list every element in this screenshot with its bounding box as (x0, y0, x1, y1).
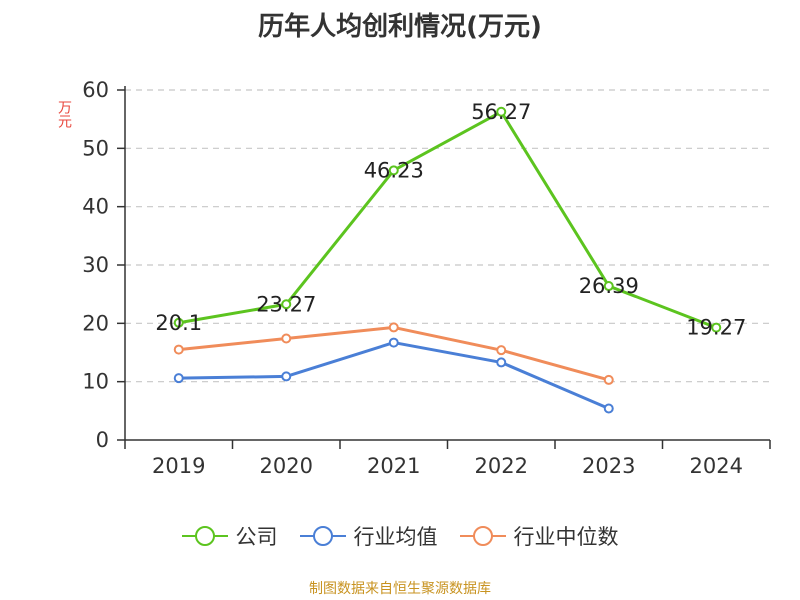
legend-label-industry-median: 行业中位数 (513, 525, 619, 549)
x-tick-label: 2023 (582, 454, 635, 478)
data-label: 26.39 (579, 274, 639, 298)
data-point-industry_avg (173, 373, 184, 384)
legend-line-marker-icon (459, 526, 506, 546)
chart-title: 历年人均创利情况(万元) (258, 12, 542, 42)
data-point-company (496, 106, 507, 117)
x-tick-label: 2024 (690, 454, 743, 478)
y-tick-label: 50 (82, 136, 109, 160)
data-source-note: 制图数据来自恒生聚源数据库 (309, 581, 491, 597)
series-line-industry_avg (178, 341, 610, 410)
y-tick-label: 10 (82, 370, 109, 394)
y-tick-label: 40 (82, 195, 109, 219)
chart-legend: 公司 行业均值 行业中位数 (0, 518, 800, 554)
data-point-company (281, 299, 292, 310)
data-point-company (711, 322, 722, 333)
data-point-industry_median (603, 374, 614, 385)
data-point-industry_avg (603, 403, 614, 414)
legend-item-industry-median[interactable]: 行业中位数 (459, 521, 619, 551)
legend-line-marker-icon (181, 526, 228, 546)
x-tick-label: 2020 (260, 454, 313, 478)
data-label: 20.1 (155, 311, 202, 335)
legend-label-industry-average: 行业均值 (353, 525, 438, 549)
data-point-company (388, 165, 399, 176)
series-line-company (178, 110, 717, 329)
y-tick-label: 0 (96, 428, 109, 452)
y-tick-label: 20 (82, 311, 109, 335)
data-label: 56.27 (471, 100, 531, 124)
y-tick-label: 30 (82, 253, 109, 277)
data-point-industry_median (388, 322, 399, 333)
data-point-industry_median (496, 345, 507, 356)
x-tick-label: 2022 (475, 454, 528, 478)
y-axis-unit-label: 万元 (56, 100, 72, 128)
data-point-company (173, 317, 184, 328)
data-label: 46.23 (364, 158, 424, 182)
data-label: 19.27 (686, 316, 746, 340)
x-tick-label: 2019 (152, 454, 205, 478)
data-label: 23.27 (256, 292, 316, 316)
data-point-company (603, 281, 614, 292)
data-point-industry_median (173, 344, 184, 355)
data-point-industry_avg (281, 371, 292, 382)
y-tick-label: 60 (82, 78, 109, 102)
legend-line-marker-icon (299, 526, 346, 546)
data-point-industry_median (281, 333, 292, 344)
legend-item-industry-average[interactable]: 行业均值 (299, 521, 438, 551)
data-point-industry_avg (388, 337, 399, 348)
legend-item-company[interactable]: 公司 (181, 521, 278, 551)
legend-label-company: 公司 (235, 525, 278, 549)
series-line-industry_median (178, 325, 610, 382)
data-point-industry_avg (496, 357, 507, 368)
x-tick-label: 2021 (367, 454, 420, 478)
